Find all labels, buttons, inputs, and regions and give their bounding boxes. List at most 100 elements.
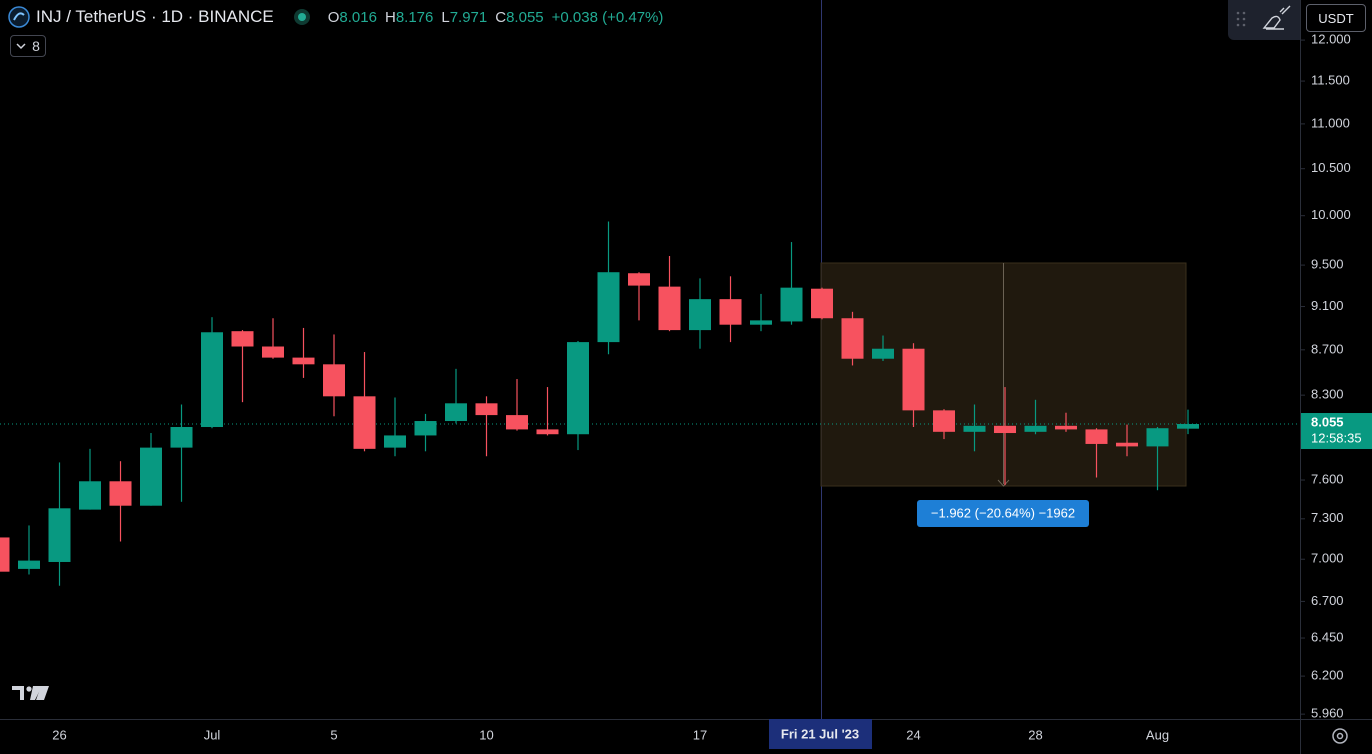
x-tick-label: 24 <box>906 727 920 742</box>
candle-body <box>1055 425 1077 430</box>
candle-body <box>323 364 345 397</box>
symbol-icon <box>8 6 30 28</box>
symbol-title: INJ / TetherUS · 1D · BINANCE <box>36 7 274 26</box>
y-tick-label: 12.000 <box>1311 32 1351 47</box>
candle-body <box>262 346 284 358</box>
last-price-box <box>1301 413 1372 450</box>
x-tick-label: Aug <box>1146 727 1169 742</box>
candle-body <box>902 348 925 411</box>
y-tick-label: 8.300 <box>1311 387 1344 402</box>
candle-body <box>536 429 559 435</box>
currency-button[interactable]: USDT <box>1306 4 1366 32</box>
candle-body <box>994 425 1016 434</box>
ohlc-key: H <box>384 8 396 26</box>
x-tick-label: 28 <box>1028 727 1042 742</box>
market-status <box>293 9 310 25</box>
chevron <box>16 43 26 50</box>
y-tick-label: 7.000 <box>1311 551 1344 566</box>
settings-icon[interactable] <box>1332 728 1348 744</box>
candle-body <box>170 427 193 448</box>
y-tick-label: 5.960 <box>1311 706 1344 721</box>
last-price: 8.055 <box>1311 414 1344 429</box>
candle-body <box>384 435 406 448</box>
candle-body <box>780 287 803 322</box>
y-tick-label: 6.200 <box>1311 668 1344 683</box>
measure-label: −1.962 (−20.64%) −1962 <box>931 505 1075 520</box>
candle-body <box>414 421 437 436</box>
y-tick-label: 8.700 <box>1311 341 1344 356</box>
y-tick-label: 9.100 <box>1311 298 1344 313</box>
candle-body <box>689 299 711 331</box>
candle-body <box>963 425 986 432</box>
ohlc-value: 8.055 <box>506 8 544 26</box>
candle-body <box>750 320 772 325</box>
y-tick-label: 10.000 <box>1311 207 1351 222</box>
candle-body <box>445 403 467 422</box>
ohlc-key: L <box>441 8 450 26</box>
candle-body <box>140 447 162 506</box>
candle-body <box>48 508 71 562</box>
y-tick-label: 7.600 <box>1311 471 1344 486</box>
ohlc-item: O8.016 <box>328 9 377 26</box>
y-tick-label: 7.300 <box>1311 510 1344 525</box>
measure-arrowhead <box>997 479 1010 487</box>
x-tick-label: 5 <box>330 727 337 742</box>
ohlc-key: C <box>495 8 507 26</box>
candle-body <box>1024 425 1047 432</box>
y-tick-label: 6.700 <box>1311 593 1344 608</box>
candle-body <box>231 331 254 347</box>
x-tick-label: 17 <box>693 727 707 742</box>
ohlc-value: 8.176 <box>395 8 434 26</box>
candle-body <box>292 357 315 365</box>
candle-body <box>658 286 681 331</box>
legend: INJ / TetherUS · 1D · BINANCE O8.016 H8.1… <box>8 6 663 28</box>
candle-body <box>1116 442 1138 447</box>
candle-body <box>1085 429 1108 444</box>
candle-body <box>1177 424 1199 429</box>
y-tick-label: 9.500 <box>1311 257 1344 272</box>
ohlc-value: 8.016 <box>339 8 377 26</box>
ohlc-item: C8.055 <box>495 9 543 26</box>
measure-label-box <box>917 500 1089 527</box>
candle-body <box>18 560 40 569</box>
candle-body <box>506 415 528 430</box>
currency: USDT <box>1318 10 1354 26</box>
candle-body <box>628 273 650 286</box>
indicator-count: 8 <box>32 38 40 54</box>
toolbar-icons <box>1236 5 1291 30</box>
candle-body <box>353 396 376 449</box>
candle-body <box>597 272 620 343</box>
y-tick-label: 11.500 <box>1311 73 1350 88</box>
candle-body <box>201 332 223 428</box>
candle-body <box>719 299 742 325</box>
ohlc-values: O8.016 H8.176 L7.971 C8.055 +0.038 (+0.47%) <box>328 9 664 26</box>
candle-body <box>475 403 498 416</box>
candle-body <box>1146 428 1169 447</box>
y-tick-label: 10.500 <box>1311 160 1351 175</box>
crosshair-label: Fri 21 Jul '23 <box>781 726 859 741</box>
y-tick-label: 11.000 <box>1311 115 1350 130</box>
countdown: 12:58:35 <box>1311 430 1362 445</box>
candle-body <box>567 342 589 435</box>
ohlc-value: 7.971 <box>449 8 488 26</box>
ohlc-key: O <box>327 8 340 26</box>
indicators-toggle[interactable]: 8 <box>10 35 46 57</box>
candle-body <box>109 481 132 506</box>
x-tick-label: Jul <box>204 727 221 742</box>
y-tick-label: 6.450 <box>1311 629 1344 644</box>
x-tick-label: 26 <box>52 727 66 742</box>
change: +0.038 (+0.47%) <box>551 8 664 26</box>
crosshair-label-box <box>769 719 872 749</box>
candle-body <box>811 288 833 319</box>
candles <box>0 221 1300 586</box>
candle-body <box>933 410 955 432</box>
candle-body <box>872 348 894 359</box>
drawing-toolbar <box>1228 0 1300 40</box>
candle-body <box>0 537 10 572</box>
ohlc-item: H8.176 <box>385 9 433 26</box>
candle-body <box>841 318 864 359</box>
candle-body <box>79 481 101 510</box>
tv-logo <box>12 686 49 700</box>
